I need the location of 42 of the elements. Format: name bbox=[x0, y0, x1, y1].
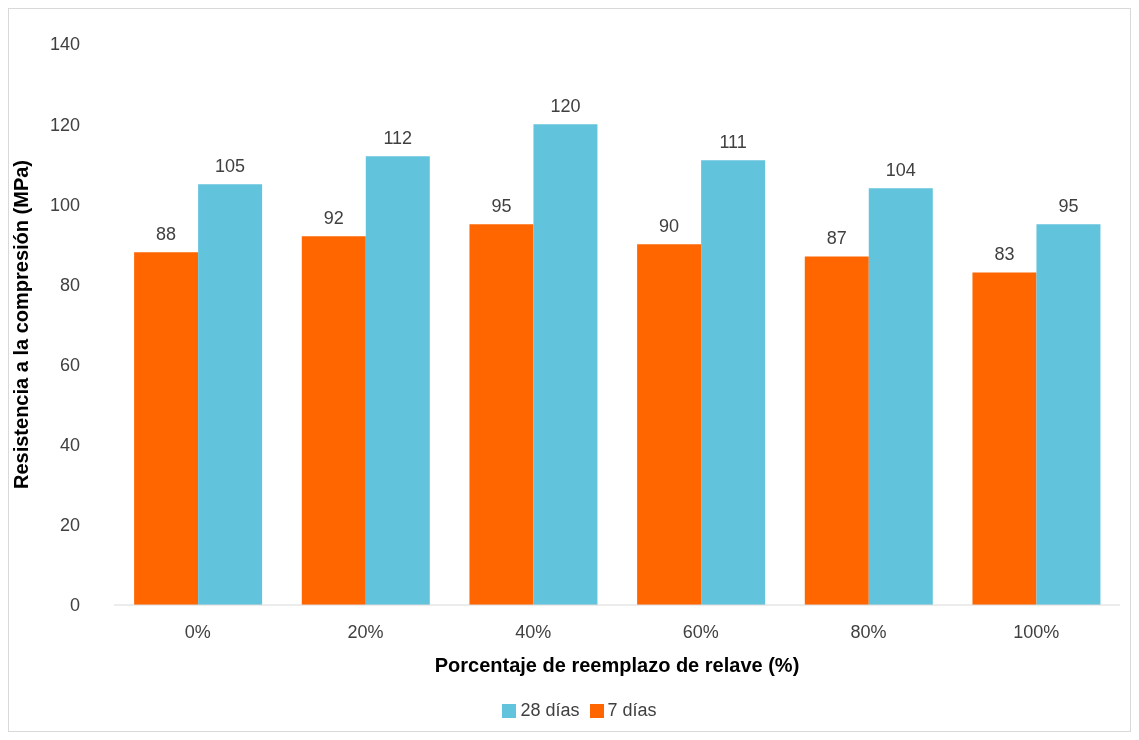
x-tick-label: 40% bbox=[515, 621, 552, 642]
x-tick-label: 20% bbox=[347, 621, 384, 642]
y-axis-title: Resistencia a la compresión (MPa) bbox=[10, 159, 33, 490]
y-tick-label: 60 bbox=[59, 354, 80, 375]
y-tick-label: 80 bbox=[59, 274, 80, 295]
x-tick-label: 60% bbox=[682, 621, 719, 642]
x-tick-label: 0% bbox=[184, 621, 211, 642]
y-tick-label: 140 bbox=[49, 34, 80, 55]
bar bbox=[134, 252, 199, 605]
y-tick-label: 120 bbox=[49, 114, 80, 135]
data-label: 95 bbox=[491, 196, 512, 217]
y-tick-label: 100 bbox=[49, 194, 80, 215]
data-label: 111 bbox=[719, 132, 747, 153]
bar bbox=[301, 236, 366, 605]
bar bbox=[804, 256, 869, 605]
y-tick-label: 40 bbox=[59, 435, 80, 456]
data-label: 92 bbox=[323, 208, 344, 229]
y-tick-label: 0 bbox=[69, 595, 80, 616]
data-label: 88 bbox=[156, 224, 177, 245]
data-label: 87 bbox=[826, 228, 847, 249]
x-tick-label: 100% bbox=[1013, 621, 1060, 642]
bar bbox=[365, 156, 430, 605]
bar bbox=[533, 124, 598, 605]
data-label: 83 bbox=[994, 244, 1015, 265]
bar bbox=[972, 272, 1037, 605]
data-label: 104 bbox=[885, 160, 916, 181]
legend-label: 7 días bbox=[607, 700, 657, 720]
data-label: 112 bbox=[383, 128, 413, 149]
bar bbox=[469, 224, 534, 605]
y-tick-label: 20 bbox=[59, 515, 80, 536]
data-label: 95 bbox=[1058, 196, 1079, 217]
data-label: 90 bbox=[659, 216, 680, 237]
legend-label: 28 días bbox=[520, 700, 580, 720]
x-tick-label: 80% bbox=[850, 621, 887, 642]
bar bbox=[701, 160, 766, 605]
bar bbox=[868, 188, 933, 605]
bar bbox=[1036, 224, 1101, 605]
bar bbox=[637, 244, 702, 605]
x-axis-title: Porcentaje de reemplazo de relave (%) bbox=[434, 654, 800, 676]
data-label: 120 bbox=[550, 96, 581, 117]
data-label: 105 bbox=[215, 156, 246, 177]
bar bbox=[198, 184, 263, 605]
